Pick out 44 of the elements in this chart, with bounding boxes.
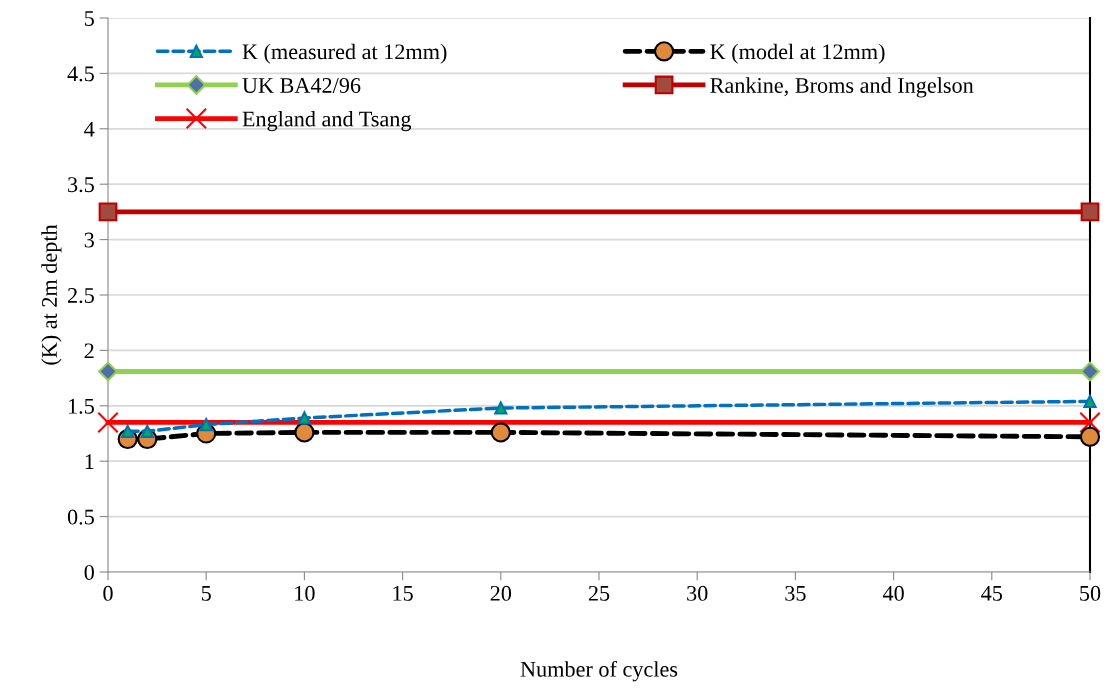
- point: [490, 422, 511, 443]
- legend-label: UK BA42/96: [242, 78, 361, 93]
- point: [199, 418, 213, 432]
- y-axis-title: (K) at 2m depth: [41, 224, 62, 365]
- x-tick-label: 5: [201, 586, 211, 601]
- y-tick-label: 2.5: [68, 287, 94, 304]
- y-tick-label: 5: [84, 11, 94, 26]
- y-tick-label: 1.5: [68, 398, 94, 414]
- point: [97, 411, 119, 434]
- y-tick-label: 0: [84, 564, 94, 580]
- x-tick-label: 15: [393, 585, 413, 601]
- y-tick-label: 4.5: [67, 66, 94, 82]
- point: [98, 202, 118, 222]
- point: [1080, 202, 1100, 222]
- x-tick-label: 25: [588, 585, 610, 601]
- x-axis-title: Number of cycles: [520, 660, 678, 682]
- x-tick-label: 0: [103, 585, 113, 601]
- legend-label: K (measured at 12mm): [242, 43, 447, 64]
- legend-label: Rankine, Broms and Ingelson: [710, 77, 974, 98]
- y-tick-label: 4: [84, 121, 95, 137]
- x-tick-label: 10: [295, 585, 315, 601]
- y-tick-label: 3.5: [68, 177, 94, 193]
- point: [297, 411, 311, 425]
- y-tick-label: 3: [84, 232, 94, 248]
- point: [140, 424, 154, 438]
- point: [1079, 426, 1101, 447]
- point: [1083, 394, 1097, 408]
- x-tick-label: 30: [687, 585, 708, 601]
- legend-label: K (model at 12mm): [710, 43, 885, 64]
- x-tick-label: 20: [490, 585, 512, 601]
- legend-label: England and Tsang: [242, 110, 412, 132]
- y-tick-label: 0.5: [67, 509, 94, 525]
- point: [98, 361, 118, 382]
- y-tick-label: 1: [85, 454, 94, 469]
- x-tick-label: 45: [981, 585, 1003, 601]
- point: [1080, 361, 1100, 382]
- y-tick-label: 2: [84, 343, 94, 359]
- x-tick-label: 40: [882, 585, 904, 601]
- x-tick-label: 35: [785, 585, 806, 601]
- point: [1079, 411, 1101, 434]
- point: [494, 401, 508, 415]
- point: [121, 424, 135, 438]
- x-tick-label: 50: [1080, 585, 1101, 601]
- point: [294, 422, 315, 443]
